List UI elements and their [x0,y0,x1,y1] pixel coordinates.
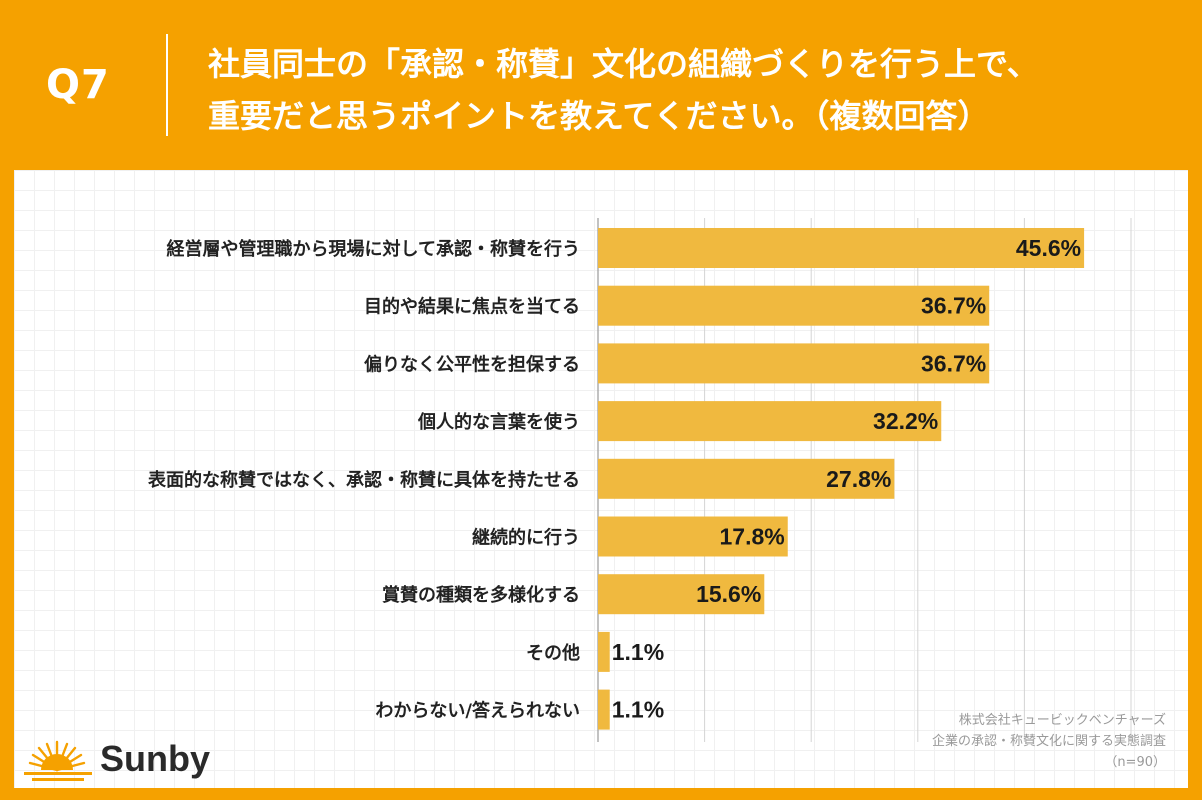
bar [598,516,788,557]
header: Q7 社員同士の「承認・称賛」文化の組織づくりを行う上で、 重要だと思うポイント… [0,0,1202,170]
category-label: その他 [526,642,580,664]
value-label: 45.6% [1016,235,1081,261]
question-line-1: 社員同士の「承認・称賛」文化の組織づくりを行う上で、 [208,45,1039,83]
chart-panel: 経営層や管理職から現場に対して承認・称賛を行う 45.6% 目的や結果に焦点を当てる… [14,170,1188,788]
value-label: 32.2% [873,408,938,434]
source-company: 株式会社キュービックベンチャーズ [958,713,1166,728]
value-label: 36.7% [921,293,986,319]
header-divider [166,34,168,136]
bar [598,285,990,326]
question-number: Q7 [46,62,110,108]
source-sample-size: （n=90） [1104,755,1166,770]
bar [598,458,895,499]
bar [598,343,990,384]
category-label: わからない/答えられない [375,700,580,722]
value-label: 27.8% [826,466,891,492]
source-survey: 企業の承認・称賛文化に関する実態調査 [931,734,1166,749]
value-label: 17.8% [720,524,785,550]
category-label: 表面的な称賛ではなく、承認・称賛に具体を持たせる [148,469,580,491]
bar [598,228,1085,268]
question-line-2: 重要だと思うポイントを教えてください。（複数回答） [208,97,990,135]
value-label: 1.1% [612,697,664,723]
bar [598,631,610,672]
sun-rays-icon [24,740,92,781]
bar-chart: 経営層や管理職から現場に対して承認・称賛を行う 45.6% 目的や結果に焦点を当てる… [148,218,1132,742]
value-label: 1.1% [612,639,664,665]
category-label: 経営層や管理職から現場に対して承認・称賛を行う [167,238,580,260]
category-label: 継続的に行う [472,527,580,549]
value-label: 36.7% [921,350,986,376]
question-text: 社員同士の「承認・称賛」文化の組織づくりを行う上で、 重要だと思うポイントを教え… [208,38,1039,142]
bar [598,401,942,442]
bar [598,689,610,730]
category-label: 偏りなく公平性を担保する [364,353,580,375]
value-label: 15.6% [696,581,761,607]
category-label: 賞賛の種類を多様化する [382,584,580,606]
category-label: 目的や結果に焦点を当てる [364,296,580,318]
source-note: 株式会社キュービックベンチャーズ 企業の承認・称賛文化に関する実態調査 （n=9… [932,710,1166,773]
bar [598,574,765,615]
brand-name: Sunby [100,738,211,779]
category-label: 個人的な言葉を使う [417,411,580,433]
